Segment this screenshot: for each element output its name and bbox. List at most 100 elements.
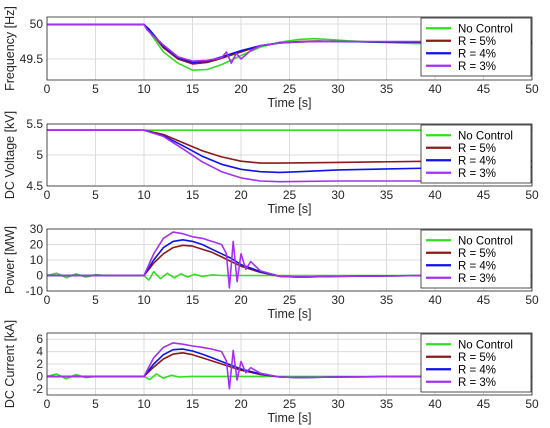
x-tick-label: 20 bbox=[234, 82, 248, 96]
x-tick-label: 10 bbox=[137, 397, 151, 411]
x-tick-label: 50 bbox=[525, 188, 539, 202]
x-tick-label: 5 bbox=[92, 82, 99, 96]
legend-label: R = 3% bbox=[458, 61, 496, 73]
x-tick-label: 10 bbox=[137, 188, 151, 202]
y-tick-label: 4 bbox=[36, 345, 43, 359]
y-tick-label: 0 bbox=[36, 269, 43, 283]
y-axis-label: Power [MW] bbox=[3, 226, 17, 294]
series-line-r-3 bbox=[47, 231, 532, 289]
x-tick-label: 0 bbox=[44, 188, 51, 202]
y-axis-label: DC Current [kA] bbox=[3, 320, 17, 408]
x-tick-label: 5 bbox=[92, 188, 99, 202]
x-tick-label: 45 bbox=[477, 293, 491, 307]
x-tick-label: 30 bbox=[331, 397, 345, 411]
series-group bbox=[46, 231, 532, 289]
y-tick-label: 5.5 bbox=[26, 117, 43, 131]
legend-label: R = 5% bbox=[458, 143, 496, 155]
x-tick-label: 25 bbox=[283, 293, 297, 307]
y-axis-label: DC Voltage [kV] bbox=[3, 111, 17, 199]
x-tick-label: 15 bbox=[186, 293, 200, 307]
legend-label: R = 5% bbox=[458, 248, 496, 260]
legend-label: R = 4% bbox=[458, 48, 496, 60]
y-axis-label: Frequency [Hz] bbox=[3, 6, 17, 91]
x-tick-label: 15 bbox=[186, 397, 200, 411]
legend-label: No Control bbox=[458, 23, 513, 35]
x-tick-label: 25 bbox=[283, 397, 297, 411]
legend-label: R = 4% bbox=[458, 364, 496, 376]
axes-box bbox=[46, 16, 533, 81]
axes-box bbox=[46, 228, 533, 292]
x-tick-label: 20 bbox=[234, 293, 248, 307]
axes-box bbox=[46, 123, 533, 187]
x-tick-label: 0 bbox=[44, 397, 51, 411]
x-tick-label: 30 bbox=[331, 293, 345, 307]
x-tick-label: 50 bbox=[525, 293, 539, 307]
x-tick-label: 25 bbox=[283, 188, 297, 202]
y-tick-label: 10 bbox=[30, 253, 44, 267]
x-axis-label: Time [s] bbox=[268, 307, 312, 321]
legend-label: R = 5% bbox=[458, 36, 496, 48]
legend-label: R = 3% bbox=[458, 168, 496, 180]
x-tick-label: 30 bbox=[331, 82, 345, 96]
series-line-no-control bbox=[46, 270, 532, 281]
x-tick-label: 0 bbox=[44, 293, 51, 307]
series-line-r-3 bbox=[47, 23, 532, 64]
legend-label: R = 3% bbox=[458, 377, 496, 389]
x-tick-label: 25 bbox=[283, 82, 297, 96]
y-tick-label: 6 bbox=[36, 332, 43, 346]
x-tick-label: 50 bbox=[525, 82, 539, 96]
x-tick-label: 30 bbox=[331, 188, 345, 202]
x-tick-label: 35 bbox=[380, 293, 394, 307]
legend-label: No Control bbox=[458, 235, 513, 247]
y-tick-label: -10 bbox=[26, 284, 44, 298]
y-tick-label: 50 bbox=[30, 17, 44, 31]
x-tick-label: 40 bbox=[428, 397, 442, 411]
x-tick-label: 50 bbox=[525, 397, 539, 411]
x-axis-label: Time [s] bbox=[268, 202, 312, 216]
series-line-r-3 bbox=[47, 342, 532, 390]
legend-label: R = 4% bbox=[458, 260, 496, 272]
x-tick-label: 45 bbox=[477, 188, 491, 202]
y-tick-label: 5 bbox=[36, 148, 43, 162]
x-tick-label: 40 bbox=[428, 293, 442, 307]
series-line-r-5 bbox=[47, 129, 532, 164]
x-tick-label: 15 bbox=[186, 188, 200, 202]
legend-label: No Control bbox=[458, 130, 513, 142]
x-tick-label: 35 bbox=[380, 397, 394, 411]
x-tick-label: 20 bbox=[234, 188, 248, 202]
legend-label: No Control bbox=[458, 339, 513, 351]
legend-label: R = 5% bbox=[458, 352, 496, 364]
x-tick-label: 45 bbox=[477, 82, 491, 96]
x-tick-label: 5 bbox=[92, 397, 99, 411]
x-tick-label: 40 bbox=[428, 188, 442, 202]
x-axis-label: Time [s] bbox=[268, 96, 312, 110]
y-tick-label: 4.5 bbox=[26, 179, 43, 193]
x-tick-label: 15 bbox=[186, 82, 200, 96]
legend-label: R = 4% bbox=[458, 155, 496, 167]
x-tick-label: 10 bbox=[137, 82, 151, 96]
legend-label: R = 3% bbox=[458, 273, 496, 285]
x-tick-label: 0 bbox=[44, 82, 51, 96]
x-tick-label: 40 bbox=[428, 82, 442, 96]
x-tick-label: 35 bbox=[380, 82, 394, 96]
x-tick-label: 35 bbox=[380, 188, 394, 202]
y-tick-label: 0 bbox=[36, 369, 43, 383]
series-group bbox=[47, 23, 532, 71]
x-tick-label: 20 bbox=[234, 397, 248, 411]
y-tick-label: 30 bbox=[30, 222, 44, 236]
x-tick-label: 10 bbox=[137, 293, 151, 307]
x-tick-label: 45 bbox=[477, 397, 491, 411]
y-tick-label: -2 bbox=[32, 382, 43, 396]
series-line-no-control bbox=[46, 373, 532, 381]
axes-box bbox=[46, 332, 533, 396]
y-tick-label: 20 bbox=[30, 238, 44, 252]
subplot-1: 0 5 10 15 20 25 30 35 40 45 50 49.5 50 Time [s] Freque… bbox=[3, 6, 539, 110]
x-axis-label: Time [s] bbox=[268, 411, 312, 425]
